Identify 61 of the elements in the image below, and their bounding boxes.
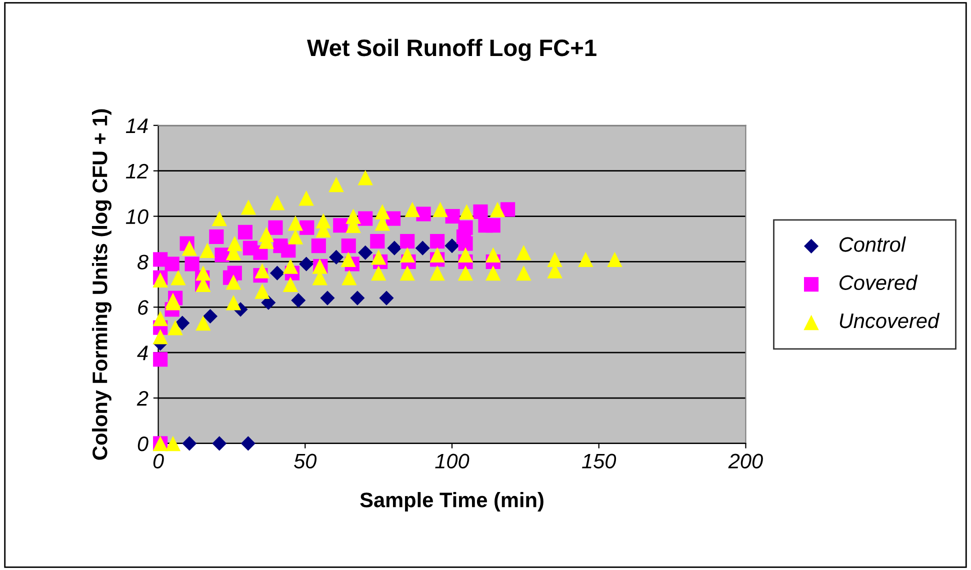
x-tick-label: 150 — [582, 454, 616, 468]
point — [164, 256, 180, 272]
point — [270, 266, 285, 280]
y-tick-label: 4 — [137, 346, 148, 360]
point — [430, 234, 445, 249]
point — [281, 243, 296, 258]
legend-label: Uncovered — [840, 312, 940, 328]
point — [299, 256, 314, 272]
point — [184, 256, 200, 272]
point — [333, 218, 348, 233]
x-axis-title: Sample Time (min) — [360, 492, 544, 512]
x-tick-label: 0 — [153, 454, 164, 468]
point — [214, 248, 230, 262]
point — [182, 436, 197, 451]
y-axis-title: Colony Forming Units (log CFU + 1) — [92, 109, 112, 460]
point — [227, 266, 242, 280]
point — [473, 204, 488, 220]
point — [202, 308, 218, 324]
point — [387, 240, 402, 256]
x-tick-label: 200 — [728, 454, 763, 468]
point — [358, 245, 373, 260]
point — [268, 220, 283, 235]
point — [358, 211, 373, 226]
y-tick-label: 0 — [138, 436, 148, 452]
point — [209, 229, 224, 244]
y-tick-label: 12 — [126, 164, 148, 178]
legend-label: Covered — [840, 274, 918, 290]
point — [341, 238, 356, 254]
point — [240, 436, 256, 451]
point — [445, 208, 460, 224]
chart-title: Wet Soil Runoff Log FC+1 — [306, 38, 596, 61]
point — [444, 238, 460, 254]
y-tick-label: 10 — [126, 209, 148, 224]
point — [238, 224, 252, 240]
point — [175, 316, 190, 330]
point — [486, 218, 500, 233]
x-tick-label: 50 — [294, 454, 317, 468]
point — [291, 293, 306, 308]
point — [153, 352, 168, 367]
point — [400, 234, 415, 249]
y-tick-label: 8 — [138, 254, 148, 270]
point — [379, 290, 394, 306]
x-tick-label: 100 — [435, 454, 470, 468]
point — [370, 234, 385, 249]
point — [500, 202, 516, 217]
point — [328, 250, 344, 264]
point — [311, 238, 326, 254]
point — [212, 436, 227, 451]
point — [300, 220, 314, 235]
point — [386, 211, 401, 226]
y-tick-label: 6 — [138, 300, 149, 315]
point — [415, 240, 430, 256]
point — [458, 236, 473, 251]
legend-label: Control — [840, 236, 906, 252]
point — [261, 295, 276, 310]
point — [350, 290, 365, 306]
y-tick-label: 2 — [136, 391, 148, 406]
point — [416, 206, 431, 222]
point — [458, 220, 473, 235]
point — [320, 290, 335, 306]
y-tick-label: 14 — [126, 118, 148, 133]
